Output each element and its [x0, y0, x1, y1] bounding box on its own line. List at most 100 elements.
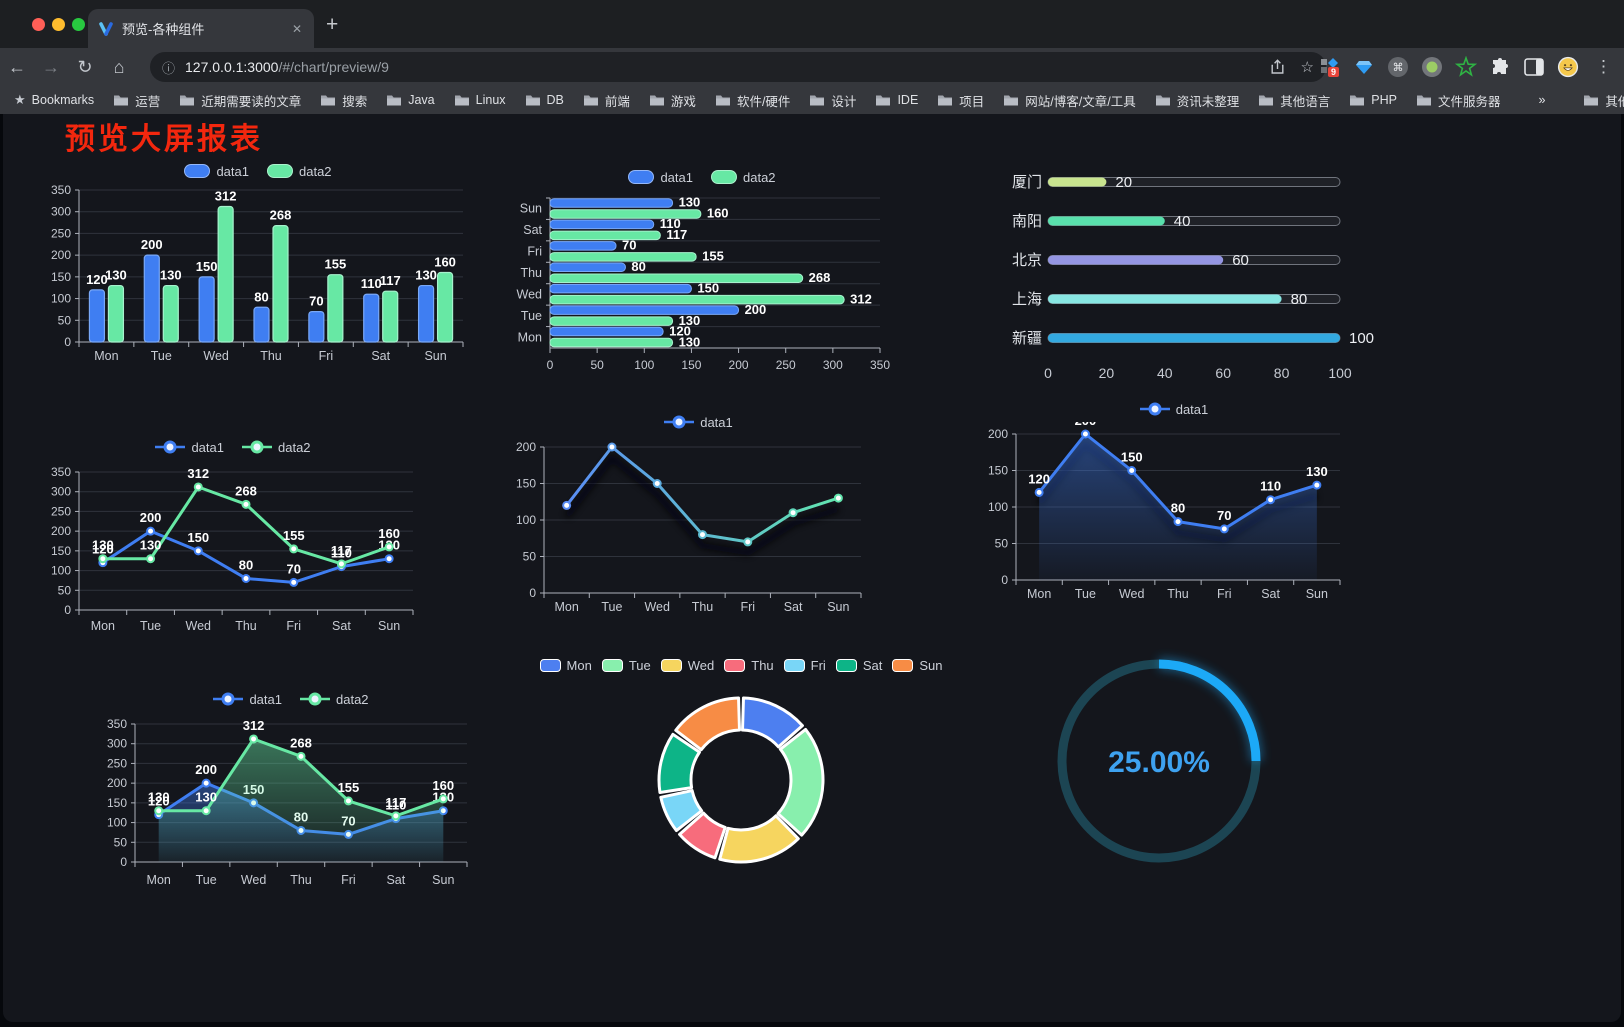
window-zoom-button[interactable]: [72, 18, 85, 31]
tab-close-icon[interactable]: ✕: [291, 21, 302, 36]
folder-icon: [1155, 95, 1170, 106]
home-icon[interactable]: ⌂: [113, 56, 125, 77]
site-info-icon[interactable]: ⓘ: [162, 60, 176, 76]
bookmark-folder[interactable]: PHP: [1349, 93, 1397, 107]
svg-text:200: 200: [516, 440, 536, 454]
svg-text:Fri: Fri: [286, 619, 301, 633]
svg-text:Fri: Fri: [319, 349, 334, 363]
legend-item[interactable]: data1: [213, 692, 282, 707]
sidebar-toggle-icon[interactable]: [1523, 56, 1545, 78]
legend-item[interactable]: data2: [711, 170, 776, 185]
legend-item[interactable]: Wed: [660, 658, 714, 673]
svg-text:100: 100: [51, 564, 71, 578]
bookmarks-star-icon: ★: [14, 92, 26, 107]
svg-text:117: 117: [331, 543, 352, 558]
bookmark-folder[interactable]: 网站/博客/文章/工具: [1003, 91, 1136, 110]
legend-item[interactable]: data2: [267, 164, 332, 179]
legend-item[interactable]: Thu: [724, 658, 774, 673]
svg-text:Sat: Sat: [523, 223, 542, 237]
chart-canvas-donut: [657, 696, 825, 864]
svg-text:200: 200: [729, 358, 749, 372]
svg-text:Sun: Sun: [1306, 587, 1328, 601]
back-icon[interactable]: ←: [8, 56, 26, 77]
svg-text:130: 130: [160, 268, 182, 283]
bookmark-star-icon[interactable]: ☆: [1300, 59, 1314, 76]
legend-item[interactable]: data1: [628, 170, 693, 185]
extension-command-icon[interactable]: ⌘: [1387, 56, 1409, 78]
svg-text:100: 100: [1349, 330, 1374, 347]
bookmark-folder[interactable]: 游戏: [649, 91, 696, 110]
bookmark-folder[interactable]: IDE: [875, 93, 918, 107]
chart-line-two-series-area: data1 data2 0 50 100 150 200 250 300 350 Mon Tue Wed…: [101, 686, 481, 900]
bookmark-folder[interactable]: 文件服务器: [1416, 91, 1500, 110]
svg-text:Mon: Mon: [1027, 587, 1051, 601]
svg-text:300: 300: [51, 485, 71, 499]
svg-text:北京: 北京: [1012, 252, 1042, 269]
other-bookmarks-folder[interactable]: 其他书签: [1583, 91, 1624, 110]
svg-text:268: 268: [235, 483, 257, 498]
svg-text:50: 50: [995, 537, 1009, 551]
legend-item[interactable]: data1: [155, 440, 224, 455]
bookmark-folder[interactable]: DB: [525, 93, 564, 107]
svg-text:117: 117: [385, 795, 406, 810]
url-path: /#/chart/preview/9: [278, 59, 389, 75]
svg-text:80: 80: [631, 259, 645, 274]
svg-text:155: 155: [338, 780, 360, 795]
bookmark-folder[interactable]: 项目: [937, 91, 984, 110]
bookmark-folder[interactable]: Java: [386, 93, 435, 107]
svg-text:312: 312: [215, 189, 237, 204]
svg-text:20: 20: [1115, 174, 1132, 191]
legend-item[interactable]: data1: [664, 415, 733, 430]
svg-text:100: 100: [51, 292, 71, 306]
bookmark-folder[interactable]: 近期需要读的文章: [179, 91, 301, 110]
bookmark-folder[interactable]: 其他语言: [1258, 91, 1330, 110]
bookmarks-manager[interactable]: ★ Bookmarks: [14, 92, 95, 107]
bookmarks-overflow-chevron[interactable]: »: [1538, 93, 1546, 107]
extension-gem-icon[interactable]: [1353, 56, 1375, 78]
svg-text:155: 155: [325, 257, 347, 272]
new-tab-button[interactable]: +: [326, 13, 339, 36]
svg-text:0: 0: [120, 855, 127, 869]
legend-item[interactable]: Sat: [835, 658, 882, 673]
legend-item[interactable]: Sun: [892, 658, 942, 673]
browser-menu-icon[interactable]: ⋮: [1595, 57, 1612, 76]
legend-item[interactable]: Fri: [783, 658, 826, 673]
bookmark-folder[interactable]: 设计: [809, 91, 856, 110]
svg-text:130: 130: [105, 268, 127, 283]
legend-item[interactable]: data1: [184, 164, 249, 179]
forward-icon[interactable]: →: [42, 56, 60, 77]
bookmark-folder[interactable]: 前端: [583, 91, 630, 110]
share-icon[interactable]: [1270, 59, 1285, 75]
address-bar[interactable]: ⓘ 127.0.0.1:3000/#/chart/preview/9 ☆: [150, 52, 1326, 82]
bookmark-folder[interactable]: 运营: [113, 91, 160, 110]
extensions-puzzle-icon[interactable]: [1489, 56, 1511, 78]
bookmark-folder[interactable]: 搜索: [320, 91, 367, 110]
window-close-button[interactable]: [32, 18, 45, 31]
legend-item[interactable]: Tue: [601, 658, 651, 673]
chart-canvas-line-two-series: 0 50 100 150 200 250 300 350 Mon Tue Wed Thu Fri Sat S…: [51, 465, 414, 633]
legend-item[interactable]: Mon: [539, 658, 592, 673]
svg-text:200: 200: [107, 776, 127, 790]
bookmark-folder[interactable]: 资讯未整理: [1155, 91, 1239, 110]
extension-record-icon[interactable]: [1421, 56, 1443, 78]
legend-item[interactable]: data2: [300, 692, 369, 707]
extension-star-icon[interactable]: [1455, 56, 1477, 78]
svg-text:350: 350: [107, 717, 127, 731]
extension-grid-badge-icon[interactable]: 9: [1319, 56, 1341, 78]
svg-text:0: 0: [1001, 573, 1008, 587]
svg-text:Wed: Wed: [186, 619, 212, 633]
svg-text:60: 60: [1232, 252, 1249, 269]
reload-icon[interactable]: ↻: [77, 56, 93, 77]
svg-text:Tue: Tue: [1075, 587, 1096, 601]
svg-text:Sat: Sat: [1261, 587, 1280, 601]
chart-canvas-bar-vertical: 0 50 100 150 200 250 300 350 Mon Tue Wed Thu Fri Sat S…: [51, 184, 464, 363]
profile-avatar[interactable]: [1557, 56, 1579, 78]
legend-item[interactable]: data2: [242, 440, 311, 455]
browser-tab[interactable]: 预览-各种组件 ✕: [88, 9, 314, 48]
bookmark-folder[interactable]: 软件/硬件: [715, 91, 790, 110]
window-minimize-button[interactable]: [52, 18, 65, 31]
legend-item[interactable]: data1: [1139, 402, 1208, 417]
svg-text:50: 50: [114, 835, 128, 849]
bookmark-folder[interactable]: Linux: [454, 93, 506, 107]
chart-line-two-series: data1 data2 0 50 100 150 200 250 300 350 Mon Tue Wed…: [43, 434, 423, 646]
